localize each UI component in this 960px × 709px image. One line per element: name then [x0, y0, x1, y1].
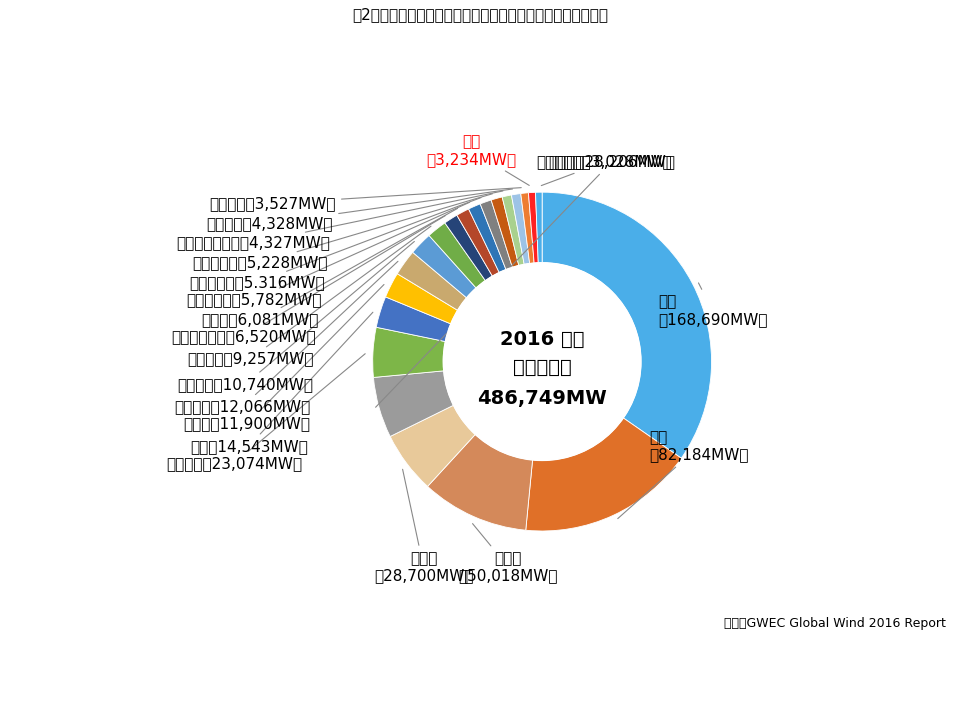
- Wedge shape: [429, 223, 486, 288]
- Text: ポルトガル（5.316MW）: ポルトガル（5.316MW）: [189, 198, 481, 290]
- Text: デンマーク（5,228MW）: デンマーク（5,228MW）: [192, 194, 492, 270]
- Text: 486,749MW: 486,749MW: [477, 389, 607, 408]
- Text: ブラジル（10,740MW）: ブラジル（10,740MW）: [178, 242, 415, 391]
- Wedge shape: [390, 406, 475, 486]
- Wedge shape: [528, 192, 539, 263]
- Text: ドイツ
（50,018MW）: ドイツ （50,018MW）: [459, 524, 558, 584]
- Text: 蓄積導入量: 蓄積導入量: [513, 358, 571, 376]
- Text: 米国
（82,184MW）: 米国 （82,184MW）: [617, 430, 749, 518]
- Text: 日本
（3,234MW）: 日本 （3,234MW）: [426, 135, 529, 186]
- Text: カナダ（11,900MW）: カナダ（11,900MW）: [183, 284, 384, 431]
- Wedge shape: [444, 216, 492, 281]
- Text: 2016 年末: 2016 年末: [500, 330, 585, 349]
- Text: 英国（14,543MW）: 英国（14,543MW）: [190, 312, 372, 454]
- Wedge shape: [468, 204, 506, 272]
- Text: フランス（12,066MW）: フランス（12,066MW）: [175, 262, 398, 414]
- Wedge shape: [512, 194, 530, 264]
- Text: 図2　国別にみる世界における風力発電の累積導入容量の状況: 図2 国別にみる世界における風力発電の累積導入容量の状況: [352, 7, 608, 22]
- Wedge shape: [376, 297, 451, 342]
- Wedge shape: [397, 252, 467, 311]
- Wedge shape: [372, 328, 445, 377]
- Text: 中国
（168,690MW）: 中国 （168,690MW）: [658, 283, 767, 327]
- Wedge shape: [492, 197, 518, 267]
- Wedge shape: [413, 235, 476, 298]
- Wedge shape: [520, 193, 534, 264]
- Wedge shape: [373, 371, 453, 437]
- Text: ルーマニア（3,028MW）: ルーマニア（3,028MW）: [537, 155, 672, 186]
- Text: オーストラリア（4,327MW）: オーストラリア（4,327MW）: [177, 191, 503, 250]
- Wedge shape: [536, 192, 542, 263]
- Circle shape: [444, 263, 641, 460]
- Text: スウェーデン（6,520MW）: スウェーデン（6,520MW）: [172, 216, 445, 344]
- Text: スペイン（23,074MW）: スペイン（23,074MW）: [166, 354, 365, 471]
- Wedge shape: [502, 195, 524, 266]
- Wedge shape: [427, 435, 533, 530]
- Wedge shape: [526, 418, 682, 531]
- Text: イタリア（9,257MW）: イタリア（9,257MW）: [187, 226, 431, 367]
- Text: 出典　GWEC Global Wind 2016 Report: 出典 GWEC Global Wind 2016 Report: [724, 617, 946, 630]
- Wedge shape: [457, 209, 499, 277]
- Text: オランダ（4,328MW）: オランダ（4,328MW）: [206, 189, 513, 230]
- Text: メキシコ（3,527MW）: メキシコ（3,527MW）: [209, 188, 521, 211]
- Text: トルコ（6,081MW）: トルコ（6,081MW）: [202, 208, 458, 327]
- Text: ポーランド（5,782MW）: ポーランド（5,782MW）: [186, 202, 469, 307]
- Wedge shape: [386, 274, 458, 324]
- Text: インド
（28,700MW）: インド （28,700MW）: [373, 469, 473, 584]
- Wedge shape: [542, 192, 711, 458]
- Wedge shape: [480, 200, 513, 269]
- Text: その他（28,206MW）: その他（28,206MW）: [375, 155, 675, 407]
